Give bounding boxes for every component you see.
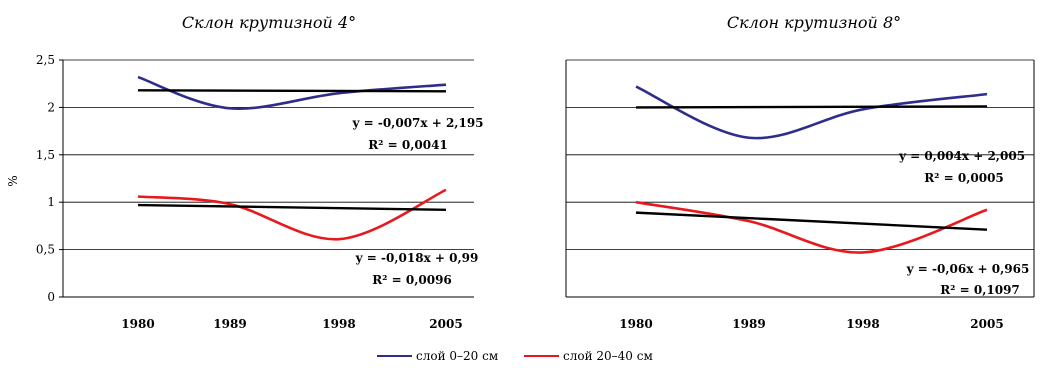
trend-r2-right-lower: R² = 0,1097 (940, 283, 1020, 297)
y-tick-label: 1,5 (36, 148, 55, 162)
chart-title-right: Склон крутизной 8° (727, 13, 901, 32)
trend-equation-right-upper: y = 0,004x + 2,005 (898, 149, 1025, 163)
trendlines-right (635, 105, 988, 231)
chart-right: Склон крутизной 8° 1980 1989 1998 2005 y = … (565, 13, 1035, 331)
x-tick-label: 1980 (619, 317, 652, 331)
legend-label-red: слой 20–40 см (563, 349, 653, 363)
trend-line (635, 211, 988, 231)
trend-equation-left-lower: y = -0,018x + 0,99 (355, 251, 479, 265)
trend-equation-right-lower: y = -0,06x + 0,965 (906, 262, 1030, 276)
trend-line (635, 105, 988, 109)
grid-left (62, 59, 474, 298)
x-tick-label: 2005 (429, 317, 462, 331)
x-tick-label: 1989 (213, 317, 246, 331)
series-line-20-40 (635, 200, 988, 254)
x-tick-label: 1998 (846, 317, 879, 331)
series-left (137, 75, 447, 241)
legend-label-blue: слой 0–20 см (416, 349, 498, 363)
trend-r2-left-lower: R² = 0,0096 (372, 273, 452, 287)
series-line-20-40 (137, 188, 447, 241)
x-tick-label: 1998 (322, 317, 355, 331)
y-tick-label: 1 (47, 195, 55, 209)
trend-line (137, 203, 447, 211)
x-tick-label: 1980 (121, 317, 154, 331)
x-ticks-left: 1980 1989 1998 2005 (121, 317, 462, 331)
legend: слой 0–20 см слой 20–40 см (377, 349, 653, 363)
trend-line (137, 89, 447, 93)
trend-r2-left-upper: R² = 0,0041 (368, 138, 448, 152)
series-line-0-20 (635, 85, 988, 140)
x-tick-label: 2005 (970, 317, 1003, 331)
series-right (635, 85, 988, 254)
y-ticks-left: 0 0,5 1 1,5 2 2,5 (36, 53, 63, 304)
trend-equation-left-upper: y = -0,007x + 2,195 (351, 116, 483, 130)
y-tick-label: 2,5 (36, 53, 55, 67)
x-ticks-right: 1980 1989 1998 2005 (619, 317, 1003, 331)
trend-r2-right-upper: R² = 0,0005 (924, 171, 1004, 185)
y-tick-label: 0 (47, 290, 55, 304)
series-line-0-20 (137, 75, 447, 110)
y-tick-label: 2 (47, 100, 55, 114)
y-axis-label: % (6, 175, 20, 186)
chart-title-left: Склон крутизной 4° (182, 13, 356, 32)
x-tick-label: 1989 (732, 317, 765, 331)
trendlines-left (137, 89, 447, 211)
y-tick-label: 0,5 (36, 243, 55, 257)
chart-left: Склон крутизной 4° % 00,511,522,5 1980 19… (6, 13, 484, 331)
